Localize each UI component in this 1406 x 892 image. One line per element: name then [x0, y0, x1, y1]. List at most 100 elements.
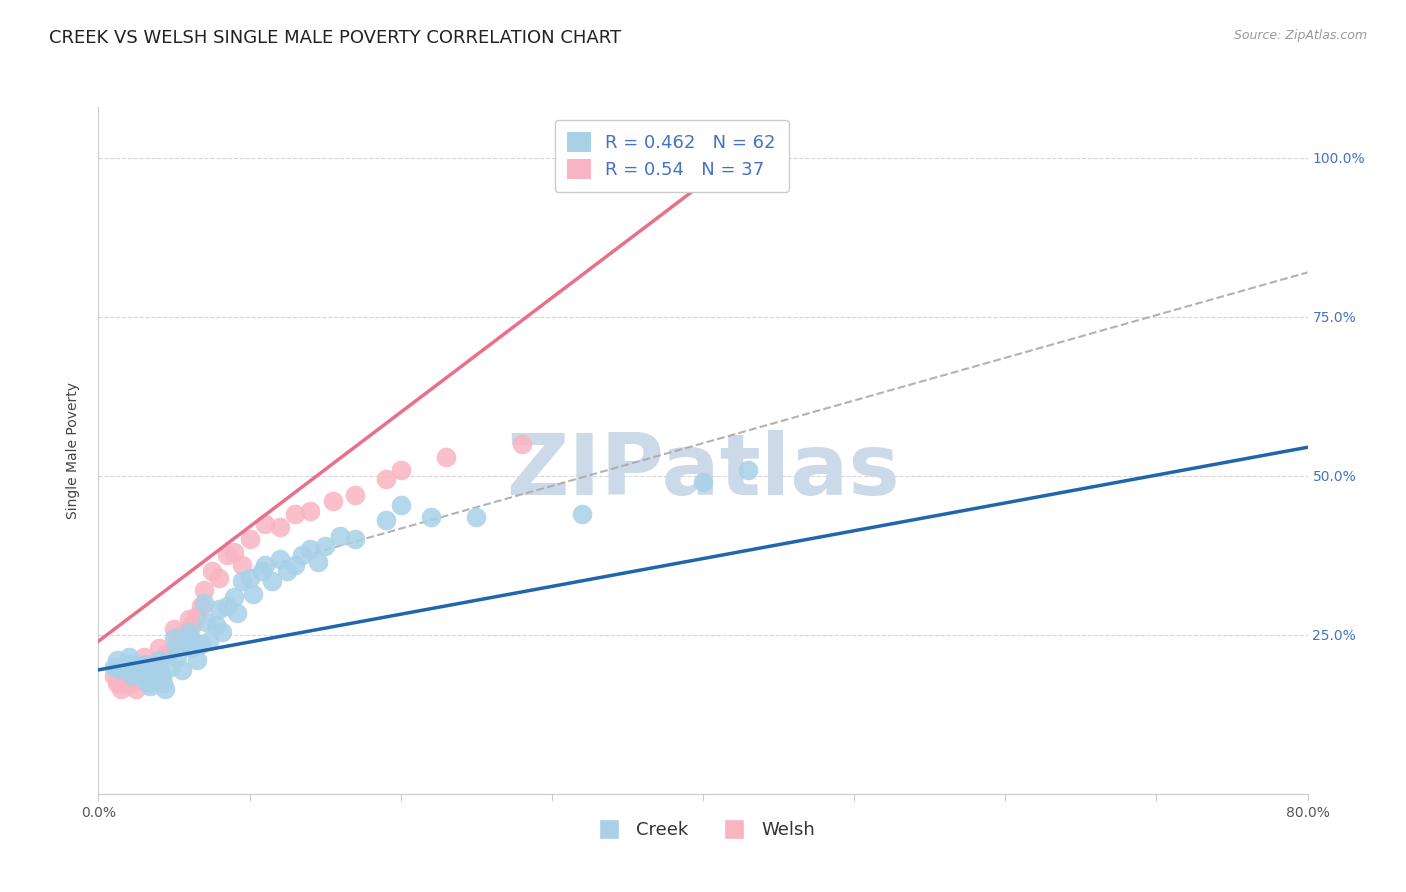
Point: [389, 498, 412, 512]
Point: [201, 564, 224, 578]
Point: [129, 669, 152, 683]
Point: [239, 533, 262, 547]
Point: [135, 657, 157, 671]
Point: [125, 659, 148, 673]
Point: [692, 475, 714, 490]
Point: [110, 663, 132, 677]
Point: [181, 640, 204, 655]
Legend: Creek, Welsh: Creek, Welsh: [583, 814, 823, 847]
Point: [105, 675, 128, 690]
Point: [276, 564, 298, 578]
Point: [141, 663, 163, 677]
Point: [179, 612, 201, 626]
Y-axis label: Single Male Poverty: Single Male Poverty: [66, 382, 80, 519]
Point: [224, 590, 246, 604]
Point: [118, 650, 141, 665]
Point: [103, 669, 125, 683]
Point: [374, 513, 396, 527]
Point: [434, 450, 457, 464]
Point: [190, 637, 212, 651]
Point: [132, 657, 155, 671]
Point: [190, 599, 212, 614]
Point: [122, 669, 145, 683]
Point: [145, 666, 167, 681]
Point: [269, 551, 291, 566]
Text: Source: ZipAtlas.com: Source: ZipAtlas.com: [1233, 29, 1367, 42]
Point: [389, 462, 412, 476]
Point: [121, 663, 143, 677]
Point: [181, 618, 204, 632]
Point: [139, 679, 162, 693]
Point: [121, 675, 143, 690]
Point: [165, 640, 187, 655]
Point: [153, 681, 176, 696]
Point: [170, 663, 193, 677]
Point: [118, 669, 141, 683]
Point: [215, 599, 238, 614]
Point: [193, 596, 215, 610]
Point: [208, 571, 231, 585]
Point: [571, 507, 593, 521]
Point: [242, 586, 264, 600]
Point: [150, 669, 173, 683]
Point: [135, 669, 157, 683]
Point: [465, 510, 488, 524]
Point: [211, 624, 233, 639]
Point: [194, 615, 217, 630]
Point: [344, 533, 367, 547]
Point: [170, 628, 193, 642]
Point: [155, 647, 177, 661]
Point: [262, 574, 284, 588]
Point: [299, 542, 322, 557]
Point: [136, 675, 159, 690]
Point: [166, 631, 188, 645]
Point: [226, 606, 249, 620]
Point: [322, 494, 344, 508]
Point: [269, 520, 291, 534]
Point: [166, 650, 188, 665]
Point: [132, 650, 155, 665]
Point: [299, 504, 322, 518]
Point: [420, 510, 443, 524]
Point: [239, 571, 262, 585]
Point: [179, 624, 201, 639]
Text: ZIPatlas: ZIPatlas: [506, 430, 900, 513]
Point: [180, 631, 202, 645]
Point: [174, 634, 197, 648]
Point: [152, 675, 174, 690]
Point: [148, 640, 170, 655]
Point: [250, 564, 273, 578]
Point: [125, 681, 148, 696]
Point: [374, 472, 396, 486]
Point: [284, 558, 307, 572]
Point: [145, 669, 167, 683]
Point: [186, 608, 208, 623]
Point: [114, 675, 136, 690]
Point: [163, 622, 186, 636]
Point: [110, 681, 132, 696]
Point: [231, 574, 253, 588]
Point: [120, 657, 142, 671]
Point: [307, 555, 329, 569]
Point: [149, 663, 172, 677]
Point: [329, 529, 352, 543]
Point: [344, 488, 367, 502]
Point: [737, 462, 759, 476]
Point: [215, 549, 238, 563]
Point: [253, 558, 276, 572]
Point: [284, 507, 307, 521]
Point: [105, 653, 128, 667]
Point: [314, 539, 336, 553]
Point: [224, 545, 246, 559]
Point: [163, 631, 186, 645]
Point: [160, 659, 183, 673]
Point: [134, 663, 156, 677]
Point: [205, 618, 228, 632]
Point: [186, 653, 208, 667]
Point: [231, 558, 253, 572]
Point: [291, 549, 314, 563]
Point: [193, 583, 215, 598]
Point: [148, 653, 170, 667]
Point: [103, 659, 125, 673]
Point: [208, 602, 231, 616]
